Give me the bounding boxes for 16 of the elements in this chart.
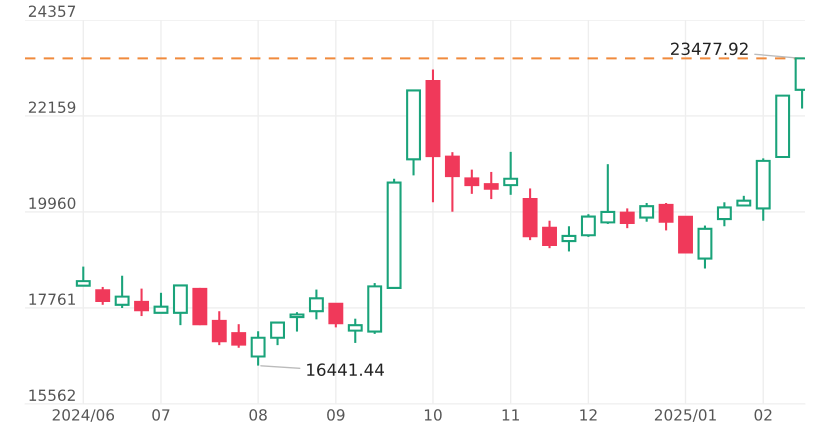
x-tick-label: 07 — [152, 409, 170, 421]
x-tick-label: 11 — [502, 409, 519, 420]
annotation: 23477.92 — [671, 42, 748, 56]
x-tick-label: 2024/06 — [52, 409, 114, 422]
annotation: 16441.44 — [307, 363, 384, 376]
y-tick-label: 19960 — [29, 197, 76, 210]
y-tick-label: 15562 — [29, 389, 75, 402]
y-tick-label: 22159 — [28, 101, 76, 114]
x-tick-label: 02 — [754, 409, 772, 421]
x-tick-label: 2025/01 — [654, 409, 716, 422]
x-tick-label: 12 — [580, 409, 597, 420]
x-tick-label: 09 — [327, 409, 344, 421]
y-tick-label: 24357 — [28, 5, 76, 18]
x-tick-label: 10 — [424, 409, 442, 421]
y-tick-label: 17761 — [29, 293, 75, 306]
x-tick-label: 08 — [249, 409, 267, 421]
